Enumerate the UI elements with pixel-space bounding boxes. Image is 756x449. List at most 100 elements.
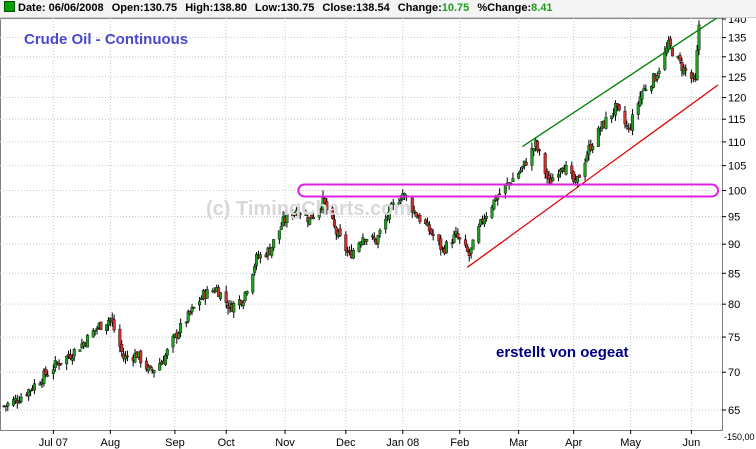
candle-up: [610, 115, 614, 120]
candle-up: [232, 302, 236, 313]
candle-up: [17, 401, 21, 404]
y-tick-label: 120: [728, 93, 746, 105]
gridlines: [0, 18, 723, 431]
date-label: Date:: [18, 2, 46, 14]
candle-up: [27, 389, 31, 397]
candle-up: [638, 96, 642, 106]
candle-down: [547, 175, 551, 180]
upper-trendline: [522, 16, 719, 148]
candle-up: [146, 365, 150, 372]
x-tick-label: Feb: [450, 437, 469, 449]
candle-down: [344, 234, 348, 252]
y-axis: 6570758085909510010511011512012513013514…: [722, 14, 755, 442]
candle-up: [691, 75, 695, 79]
candle-up: [399, 199, 403, 202]
candle-up: [403, 193, 407, 196]
watermark: (c) TimingCharts.com: [206, 198, 412, 220]
candle-up: [255, 253, 259, 266]
candle-up: [663, 51, 667, 70]
candle-down: [148, 365, 152, 369]
candle-down: [418, 214, 422, 222]
candle-up: [351, 250, 355, 259]
candle-up: [106, 320, 110, 326]
y-tick-label: 95: [728, 212, 740, 224]
candle-up: [585, 155, 589, 162]
y-tick-label: 135: [728, 33, 746, 45]
pct-change-label: %Change:: [477, 2, 532, 14]
candle-down: [112, 319, 116, 331]
author-note: erstellt von oegeat: [496, 344, 629, 361]
candle-down: [44, 368, 48, 376]
candle-up: [471, 239, 475, 250]
candle-up: [38, 383, 42, 386]
candle-down: [570, 165, 574, 174]
candle-up: [205, 289, 209, 299]
candle-up: [163, 355, 167, 365]
candle-up: [425, 222, 429, 227]
candle-up: [444, 241, 448, 254]
candle-up: [317, 208, 321, 218]
candle-up: [46, 374, 50, 377]
candle-up: [370, 235, 374, 238]
candle-up: [346, 251, 350, 253]
candle-down: [441, 247, 445, 249]
candle-down: [429, 228, 433, 234]
x-tick-label: Aug: [101, 437, 121, 449]
x-tick-label: Dec: [336, 437, 356, 449]
x-tick-label: Jun: [683, 437, 701, 449]
candle-up: [397, 202, 401, 205]
candle-up: [695, 50, 699, 80]
candle-up: [93, 329, 97, 332]
candle-down: [678, 55, 682, 61]
candle-up: [179, 323, 183, 333]
change-label: Change:: [397, 2, 442, 14]
candle-up: [511, 178, 515, 183]
candle-down: [524, 161, 528, 166]
candle-down: [57, 363, 61, 366]
candle-down: [680, 62, 684, 72]
candle-down: [372, 237, 376, 240]
candle-up: [243, 291, 247, 301]
y-tick-label: 100: [728, 185, 746, 197]
candle-up: [192, 306, 196, 309]
candle-up: [503, 184, 507, 194]
candle-down: [467, 251, 471, 256]
candle-down: [623, 111, 627, 125]
x-tick-label: Jul 07: [39, 437, 68, 449]
candle-down: [427, 224, 431, 232]
candle-up: [312, 216, 316, 219]
candle-up: [564, 165, 568, 175]
candle-up: [304, 214, 308, 216]
candle-up: [697, 24, 701, 50]
close-value: 138.54: [356, 2, 390, 14]
candle-up: [190, 307, 194, 313]
candle-up: [253, 266, 257, 273]
candle-up: [53, 360, 57, 369]
x-tick-label: Nov: [275, 437, 295, 449]
y-tick-label: 105: [728, 161, 746, 173]
candle-up: [91, 330, 95, 338]
candle-up: [42, 370, 46, 384]
pct-change-value: 8.41: [531, 2, 553, 14]
candle-down: [144, 360, 148, 370]
open-value: 130.75: [143, 2, 178, 14]
x-axis: Jul 07 Aug Sep Oct Nov Dec Jan 08 Feb Mar Apr May J…: [39, 430, 701, 449]
candle-up: [171, 336, 175, 348]
candle-up: [556, 174, 560, 178]
candle-up: [124, 355, 128, 360]
candle-down: [59, 362, 63, 365]
y-bottom-label: -150,00: [724, 432, 755, 442]
candle-up: [613, 102, 617, 116]
candle-down: [424, 219, 428, 224]
candle-up: [376, 235, 380, 244]
y-tick-label: 65: [728, 405, 740, 417]
candle-down: [670, 47, 674, 57]
candle-up: [6, 402, 10, 407]
candle-down: [625, 125, 629, 127]
y-tick-label: 80: [728, 299, 740, 311]
x-tick-label: May: [620, 437, 641, 449]
candle-up: [11, 399, 15, 406]
candle-up: [484, 215, 488, 219]
candle-up: [177, 333, 181, 339]
